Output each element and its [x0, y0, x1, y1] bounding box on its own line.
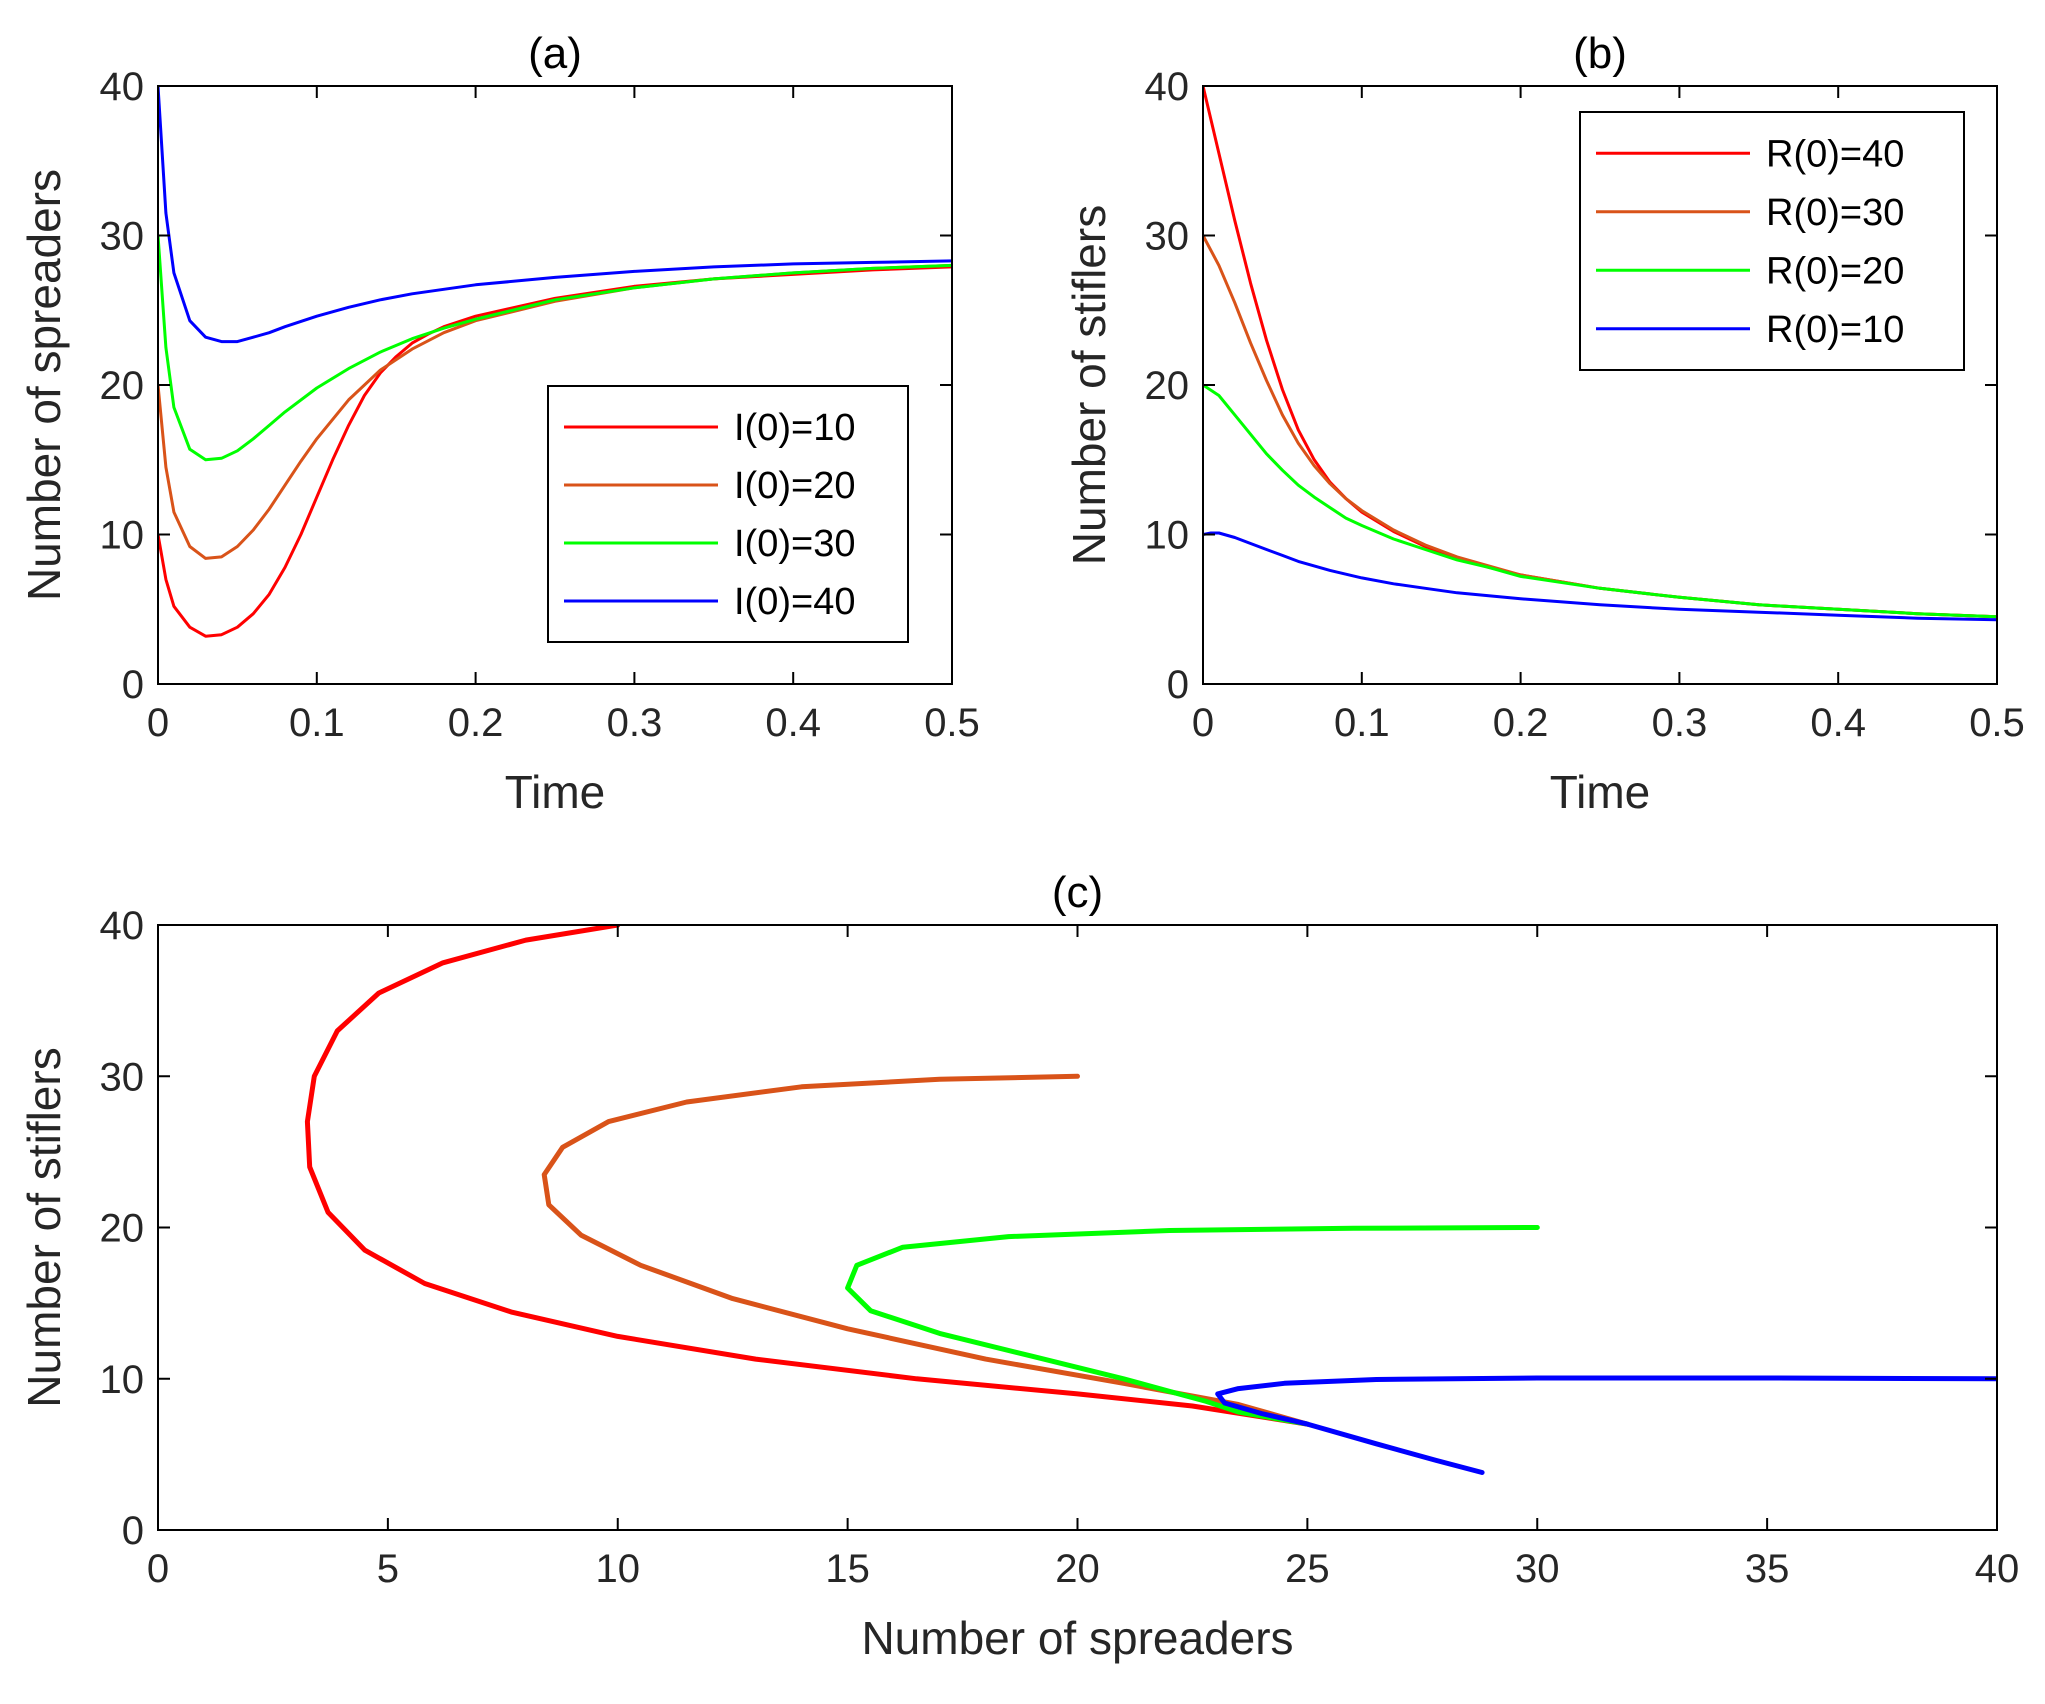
panel-title-c: (c)	[1052, 868, 1103, 917]
x-tick-label-b: 0.5	[1969, 701, 2025, 745]
panel-a: 0 0.1 0.2 0.3 0.4 0.5 0 10 20 30 40 (a) Time Number o…	[18, 29, 980, 818]
y-tick-label-b: 10	[1145, 514, 1190, 558]
x-tick-label-a: 0.4	[765, 701, 821, 745]
x-tick-label-b: 0	[1192, 701, 1214, 745]
x-tick-label-c: 0	[147, 1547, 169, 1591]
series-line-b-4	[1203, 531, 1997, 622]
legend-entry-a-3: I(0)=30	[734, 523, 855, 565]
y-tick-label-b: 40	[1145, 65, 1190, 109]
x-tick-label-b: 0.2	[1493, 701, 1549, 745]
series-line-b-3	[1203, 383, 1997, 619]
x-tick-label-a: 0.3	[607, 701, 663, 745]
y-tick-label-c: 20	[100, 1207, 145, 1251]
panel-title-a: (a)	[528, 29, 582, 78]
y-tick-label-a: 40	[100, 65, 145, 109]
x-tick-label-c: 20	[1055, 1547, 1100, 1591]
series-line-a-3	[158, 234, 952, 462]
x-tick-label-c: 30	[1515, 1547, 1560, 1591]
legend-entry-b-2: R(0)=30	[1766, 192, 1904, 234]
legend-box-a	[547, 385, 909, 643]
x-tick-label-a: 0.2	[448, 701, 504, 745]
y-axis-label-b: Number of stiflers	[1063, 205, 1115, 565]
panel-title-b: (b)	[1573, 29, 1627, 78]
legend-entry-a-2: I(0)=20	[734, 465, 855, 507]
x-tick-label-c: 5	[377, 1547, 399, 1591]
y-tick-label-b: 30	[1145, 215, 1190, 259]
x-tick-label-c: 15	[825, 1547, 870, 1591]
x-tick-label-c: 10	[596, 1547, 641, 1591]
y-tick-label-b: 20	[1145, 364, 1190, 408]
x-tick-label-c: 35	[1745, 1547, 1790, 1591]
y-tick-label-b: 0	[1167, 663, 1189, 707]
x-tick-label-b: 0.3	[1652, 701, 1708, 745]
legend-box-b	[1579, 111, 1965, 371]
y-axis-label-a: Number of spreaders	[18, 169, 70, 601]
axes-box-c	[157, 924, 1998, 1531]
x-tick-label-b: 0.1	[1334, 701, 1390, 745]
legend-a: I(0)=10 I(0)=20 I(0)=30 I(0)=40	[547, 385, 909, 643]
y-tick-label-a: 10	[100, 514, 145, 558]
legend-entry-b-1: R(0)=40	[1766, 133, 1904, 175]
legend-entry-a-1: I(0)=10	[734, 407, 855, 449]
x-axis-label-c: Number of spreaders	[861, 1612, 1293, 1664]
x-tick-label-a: 0.5	[924, 701, 980, 745]
x-tick-label-b: 0.4	[1810, 701, 1866, 745]
x-axis-label-a: Time	[505, 766, 606, 818]
y-tick-label-c: 30	[100, 1055, 145, 1099]
series-line-c-2	[541, 1073, 1310, 1427]
series-line-c-1	[304, 925, 1310, 1427]
series-line-c-3	[845, 1225, 1540, 1427]
y-tick-label-a: 30	[100, 215, 145, 259]
panel-b: 0 0.1 0.2 0.3 0.4 0.5 0 10 20 30 40 (b) Time Number o…	[1063, 29, 2025, 818]
legend-b: R(0)=40 R(0)=30 R(0)=20 R(0)=10	[1579, 111, 1965, 371]
x-tick-label-c: 40	[1975, 1547, 2020, 1591]
y-tick-label-a: 20	[100, 364, 145, 408]
panel-c: 0 5 10 15 20 25 30 35 40 0 10 20 30 40 (c) Number of sp…	[18, 868, 2019, 1664]
legend-entry-a-4: I(0)=40	[734, 581, 855, 623]
y-tick-label-c: 10	[100, 1358, 145, 1402]
x-tick-label-c: 25	[1285, 1547, 1330, 1591]
x-axis-label-b: Time	[1550, 766, 1651, 818]
series-line-c-4	[1215, 1375, 1997, 1475]
series-line-a-4	[158, 86, 952, 344]
y-axis-label-c: Number of stiflers	[18, 1047, 70, 1407]
x-tick-label-a: 0.1	[289, 701, 345, 745]
y-tick-label-c: 40	[100, 904, 145, 948]
x-tick-label-a: 0	[147, 701, 169, 745]
legend-entry-b-3: R(0)=20	[1766, 250, 1904, 292]
y-tick-label-a: 0	[122, 663, 144, 707]
y-tick-label-c: 0	[122, 1509, 144, 1553]
legend-entry-b-4: R(0)=10	[1766, 309, 1904, 351]
